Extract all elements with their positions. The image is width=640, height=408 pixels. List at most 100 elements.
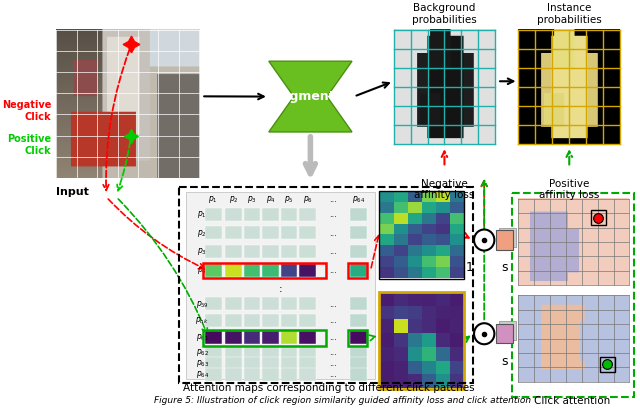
Bar — [262, 245, 279, 258]
Bar — [225, 314, 242, 327]
Text: $p_2$: $p_2$ — [197, 228, 207, 239]
Bar — [244, 368, 260, 381]
Bar — [281, 330, 298, 344]
Bar — [244, 208, 260, 221]
Bar — [225, 368, 242, 381]
Text: Background
probabilities: Background probabilities — [412, 3, 477, 25]
Circle shape — [474, 323, 494, 344]
Text: s: s — [501, 261, 508, 274]
Bar — [348, 263, 367, 279]
Bar — [379, 191, 464, 279]
Circle shape — [474, 230, 494, 251]
Bar — [262, 368, 279, 381]
Bar — [205, 368, 221, 381]
Bar — [244, 264, 260, 277]
Bar — [300, 368, 316, 381]
Bar — [350, 346, 367, 359]
Bar — [262, 346, 279, 359]
Text: :: : — [278, 284, 282, 294]
Bar — [186, 192, 375, 379]
Text: s: s — [501, 355, 508, 368]
Bar — [205, 330, 221, 344]
Bar — [281, 226, 298, 239]
Bar — [350, 245, 367, 258]
Bar — [300, 357, 316, 370]
Bar — [244, 314, 260, 327]
Bar — [225, 208, 242, 221]
Text: Positive
Click: Positive Click — [8, 135, 51, 156]
Text: $p_3$: $p_3$ — [197, 246, 207, 257]
Bar — [300, 314, 316, 327]
Bar — [244, 346, 260, 359]
Text: $p_{64}$: $p_{64}$ — [352, 194, 365, 205]
Text: $p_{61}$: $p_{61}$ — [196, 332, 209, 343]
Bar — [350, 226, 367, 239]
Text: Attention maps corresponding to different click patches: Attention maps corresponding to differen… — [183, 383, 475, 393]
Text: Click attention: Click attention — [534, 396, 610, 406]
Bar — [350, 330, 367, 344]
Bar — [281, 245, 298, 258]
Bar — [499, 322, 516, 340]
Bar — [179, 187, 473, 384]
Bar — [281, 264, 298, 277]
Text: $p_{64}$: $p_{64}$ — [196, 370, 209, 380]
Text: Input: Input — [56, 187, 89, 197]
Text: $p_{nk}$: $p_{nk}$ — [195, 315, 209, 326]
Bar — [512, 193, 634, 397]
Text: $p_4$: $p_4$ — [197, 265, 207, 276]
Bar — [244, 245, 260, 258]
Text: ...: ... — [329, 370, 337, 379]
Bar — [300, 264, 316, 277]
Text: Figure 5: Illustration of click region similarity guided affinity loss and click: Figure 5: Illustration of click region s… — [154, 397, 531, 406]
Text: $p_6$: $p_6$ — [303, 194, 312, 205]
Bar — [281, 297, 298, 310]
Bar — [205, 297, 221, 310]
Text: ...: ... — [329, 333, 337, 342]
Bar — [262, 208, 279, 221]
Bar — [262, 297, 279, 310]
Text: ...: ... — [329, 229, 337, 238]
Bar — [300, 346, 316, 359]
Bar — [496, 231, 513, 250]
Text: ...: ... — [329, 195, 337, 204]
Polygon shape — [269, 61, 352, 132]
Text: $p_4$: $p_4$ — [266, 194, 276, 205]
Bar — [499, 228, 516, 247]
Text: $p_{59}$: $p_{59}$ — [196, 299, 209, 310]
Bar — [244, 330, 260, 344]
Text: ...: ... — [329, 247, 337, 256]
Text: $p_{63}$: $p_{63}$ — [196, 358, 209, 369]
Bar — [244, 297, 260, 310]
Bar — [225, 226, 242, 239]
Text: $p_1$: $p_1$ — [197, 209, 207, 220]
Bar — [205, 346, 221, 359]
Bar — [348, 330, 367, 346]
Text: Positive
affinity loss: Positive affinity loss — [539, 179, 600, 200]
Text: $p_2$: $p_2$ — [228, 194, 239, 205]
Text: Negative
Click: Negative Click — [2, 100, 51, 122]
Bar — [203, 263, 326, 279]
Text: $p_1$: $p_1$ — [209, 194, 218, 205]
Bar — [205, 208, 221, 221]
Bar — [225, 264, 242, 277]
Bar — [300, 245, 316, 258]
Bar — [281, 368, 298, 381]
Bar — [225, 357, 242, 370]
Bar — [350, 314, 367, 327]
Text: $p_{62}$: $p_{62}$ — [196, 347, 209, 358]
Bar — [350, 264, 367, 277]
Text: ...: ... — [329, 299, 337, 308]
Text: Instance
probabilities: Instance probabilities — [537, 3, 602, 25]
Bar — [350, 368, 367, 381]
Bar — [262, 314, 279, 327]
Bar — [262, 330, 279, 344]
Bar — [225, 346, 242, 359]
Bar — [300, 297, 316, 310]
Bar — [496, 324, 513, 343]
Bar — [203, 330, 326, 346]
Bar — [300, 226, 316, 239]
Bar — [205, 226, 221, 239]
Bar — [281, 346, 298, 359]
Bar — [300, 330, 316, 344]
Bar — [262, 226, 279, 239]
